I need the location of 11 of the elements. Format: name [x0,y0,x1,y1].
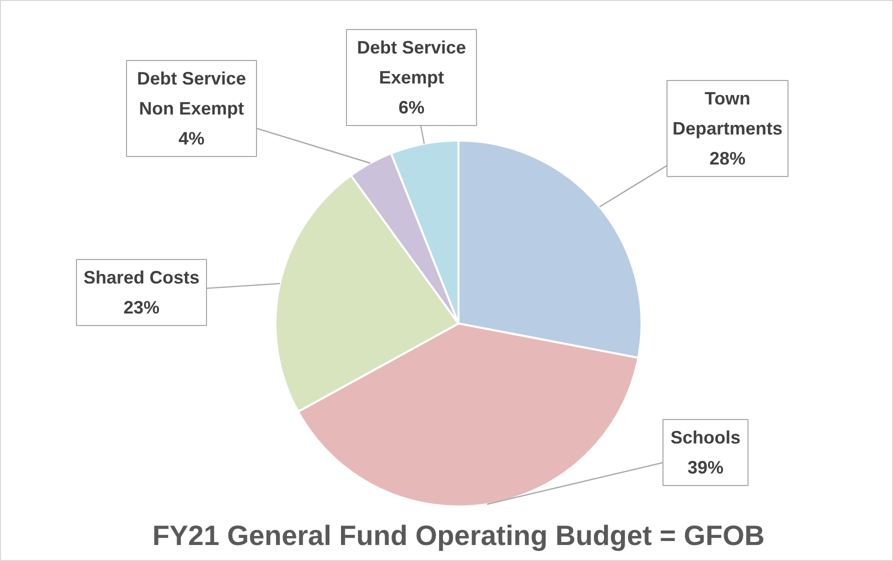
slice-label: Schools [670,428,741,448]
data-label: 6% [398,98,425,118]
data-label: 28% [709,148,746,168]
slice-label: Debt Service Non Exempt [136,68,246,118]
slice-label: Shared Costs [83,268,200,288]
slice-label: Town Departments [672,88,783,138]
data-label: 4% [178,128,205,148]
data-label: 39% [687,458,724,478]
slice-label: Debt Service Exempt [356,38,466,88]
text: FY21 General Fund Operating Budget = GFOB [152,520,765,551]
data-label: 23% [123,298,160,318]
